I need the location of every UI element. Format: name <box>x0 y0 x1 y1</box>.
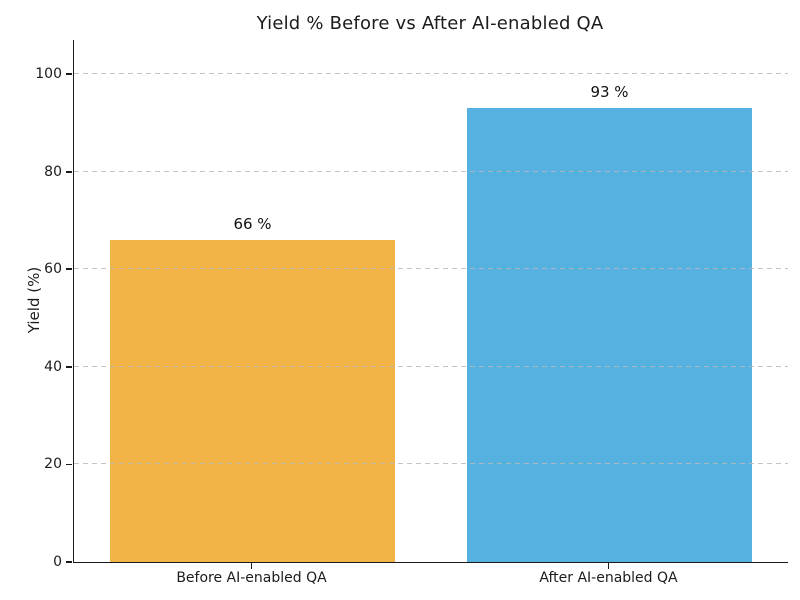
y-tick-mark-100 <box>66 73 72 75</box>
gridline-y-100 <box>74 73 788 75</box>
gridline-y-60 <box>74 268 788 270</box>
plot-area: 66 % 93 % <box>73 40 788 563</box>
y-tick-mark-80 <box>66 170 72 173</box>
y-tick-label-0: 0 <box>53 554 62 570</box>
x-tick-mark-1 <box>607 563 610 569</box>
y-tick-label-80: 80 <box>44 163 62 180</box>
bar-1 <box>466 108 753 562</box>
x-tick-mark-0 <box>250 563 253 569</box>
gridline-y-80 <box>74 170 788 172</box>
y-axis-label: Yield (%) <box>25 266 43 334</box>
chart-title: Yield % Before vs After AI-enabled QA <box>256 13 604 34</box>
x-tick-label-1: After AI-enabled QA <box>539 570 678 586</box>
x-tick-label-0: Before AI-enabled QA <box>176 570 327 586</box>
y-tick-label-60: 60 <box>44 261 62 278</box>
y-tick-mark-0 <box>66 561 72 563</box>
bar-0 <box>109 240 396 562</box>
bar-value-label-0: 66 % <box>233 215 272 234</box>
gridline-y-40 <box>74 365 788 367</box>
y-tick-mark-60 <box>66 268 72 271</box>
bar-value-label-1: 93 % <box>590 83 629 102</box>
y-tick-label-100: 100 <box>35 66 62 83</box>
y-tick-label-20: 20 <box>44 456 62 473</box>
gridline-y-20 <box>74 463 788 465</box>
y-tick-mark-40 <box>66 366 72 368</box>
y-tick-label-40: 40 <box>44 358 62 375</box>
y-tick-mark-20 <box>66 463 72 466</box>
